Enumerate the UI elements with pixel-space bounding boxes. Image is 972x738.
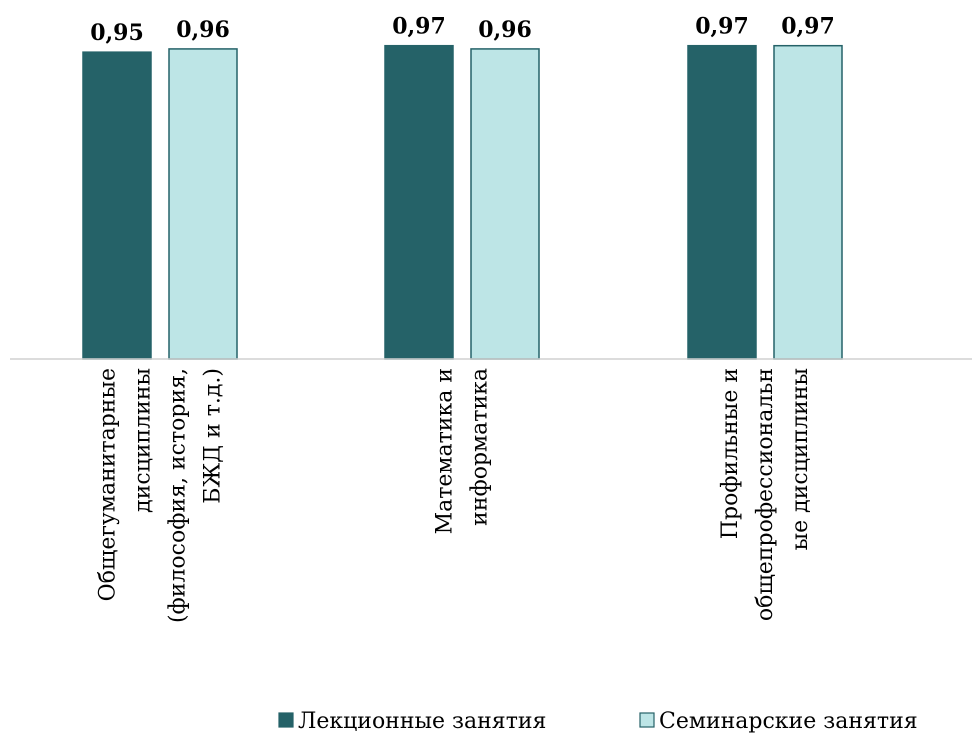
bar-lecture-2 xyxy=(687,44,757,360)
bars-group xyxy=(82,44,843,360)
category-label-line: БЖД и т.д.) xyxy=(201,368,226,504)
category-labels-group: Общегуманитарные дисциплины (философия, ис… xyxy=(96,368,814,623)
category-label-line: общепрофессиональн xyxy=(753,368,778,621)
value-label-seminar-2: 0,97 xyxy=(781,14,835,40)
category-label-0: Общегуманитарные дисциплины (философия, ис… xyxy=(96,368,226,623)
value-label-lecture-1: 0,97 xyxy=(392,14,446,40)
category-label-line: дисциплины xyxy=(131,368,156,513)
bar-seminar-0 xyxy=(168,48,238,360)
legend-item-seminar: Семинарские занятия xyxy=(639,709,918,734)
category-label-line: ые дисциплины xyxy=(788,368,813,550)
bar-seminar-2 xyxy=(773,44,843,360)
legend-swatch xyxy=(278,712,294,728)
category-label-line: информатика xyxy=(468,368,493,526)
legend-label: Лекционные занятия xyxy=(298,709,546,734)
category-label-line: Общегуманитарные xyxy=(96,368,121,601)
bar-seminar-1 xyxy=(470,48,540,360)
category-label-line: Математика и xyxy=(433,368,458,534)
category-label-1: Математика и информатика xyxy=(433,368,493,534)
legend-item-lecture: Лекционные занятия xyxy=(278,709,546,734)
bar-lecture-0 xyxy=(82,51,152,360)
legend-label: Семинарские занятия xyxy=(659,709,918,734)
value-label-seminar-1: 0,96 xyxy=(478,17,532,43)
value-label-lecture-0: 0,95 xyxy=(90,20,144,46)
value-label-seminar-0: 0,96 xyxy=(176,17,230,43)
legend: Лекционные занятия Семинарские занятия xyxy=(278,709,918,734)
legend-swatch xyxy=(639,712,655,728)
value-labels-group: 0,95 0,96 0,97 0,96 0,97 0,97 xyxy=(90,14,835,46)
value-label-lecture-2: 0,97 xyxy=(695,14,749,40)
category-label-2: Профильные и общепрофессиональн ые дисципл… xyxy=(718,368,813,621)
category-label-line: Профильные и xyxy=(718,368,743,539)
bar-lecture-1 xyxy=(384,44,454,360)
category-label-line: (философия, история, xyxy=(166,368,191,623)
